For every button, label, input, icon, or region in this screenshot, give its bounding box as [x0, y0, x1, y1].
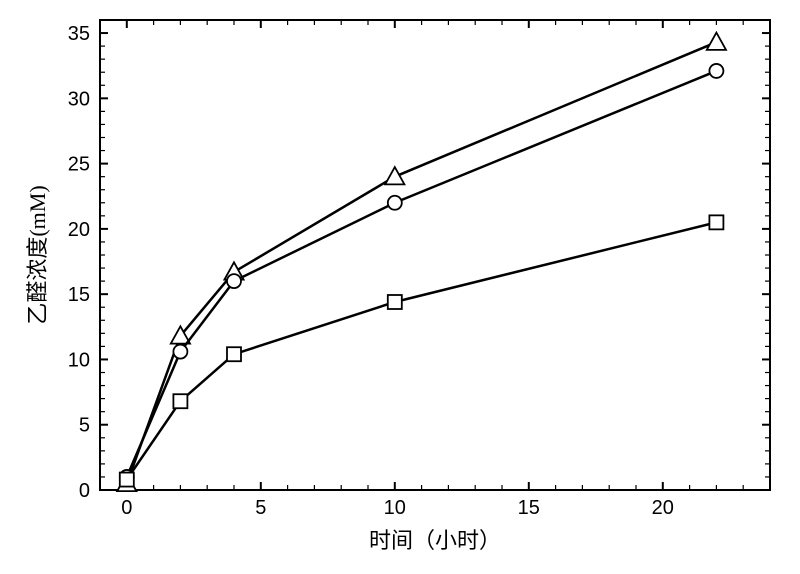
svg-text:35: 35 — [68, 23, 90, 45]
svg-text:25: 25 — [68, 154, 90, 176]
marker-square — [388, 295, 402, 309]
marker-circle — [388, 196, 402, 210]
line-chart: 0 5 10 15 20 0 5 10 15 20 25 30 35 时间（小时） 乙醛浓度(mM) — [0, 0, 800, 574]
svg-text:20: 20 — [68, 219, 90, 241]
series-line-circle — [127, 71, 717, 477]
svg-text:20: 20 — [652, 497, 674, 519]
marker-triangle — [385, 167, 404, 184]
series-line-square — [127, 222, 717, 479]
svg-text:15: 15 — [518, 497, 540, 519]
marker-square — [120, 473, 134, 487]
svg-text:0: 0 — [121, 497, 132, 519]
svg-text:5: 5 — [255, 497, 266, 519]
marker-square — [709, 215, 723, 229]
marker-circle — [227, 274, 241, 288]
marker-triangle — [707, 33, 726, 50]
svg-text:0: 0 — [79, 480, 90, 502]
y-axis-label: 乙醛浓度(mM) — [25, 185, 50, 324]
marker-circle — [709, 64, 723, 78]
svg-text:10: 10 — [384, 497, 406, 519]
chart-container: 0 5 10 15 20 0 5 10 15 20 25 30 35 时间（小时） 乙醛浓度(mM) — [0, 0, 800, 574]
svg-text:30: 30 — [68, 88, 90, 110]
svg-text:10: 10 — [68, 349, 90, 371]
x-axis-label: 时间（小时） — [369, 528, 501, 553]
marker-square — [173, 394, 187, 408]
marker-circle — [173, 345, 187, 359]
marker-square — [227, 347, 241, 361]
svg-text:5: 5 — [79, 415, 90, 437]
svg-text:15: 15 — [68, 284, 90, 306]
